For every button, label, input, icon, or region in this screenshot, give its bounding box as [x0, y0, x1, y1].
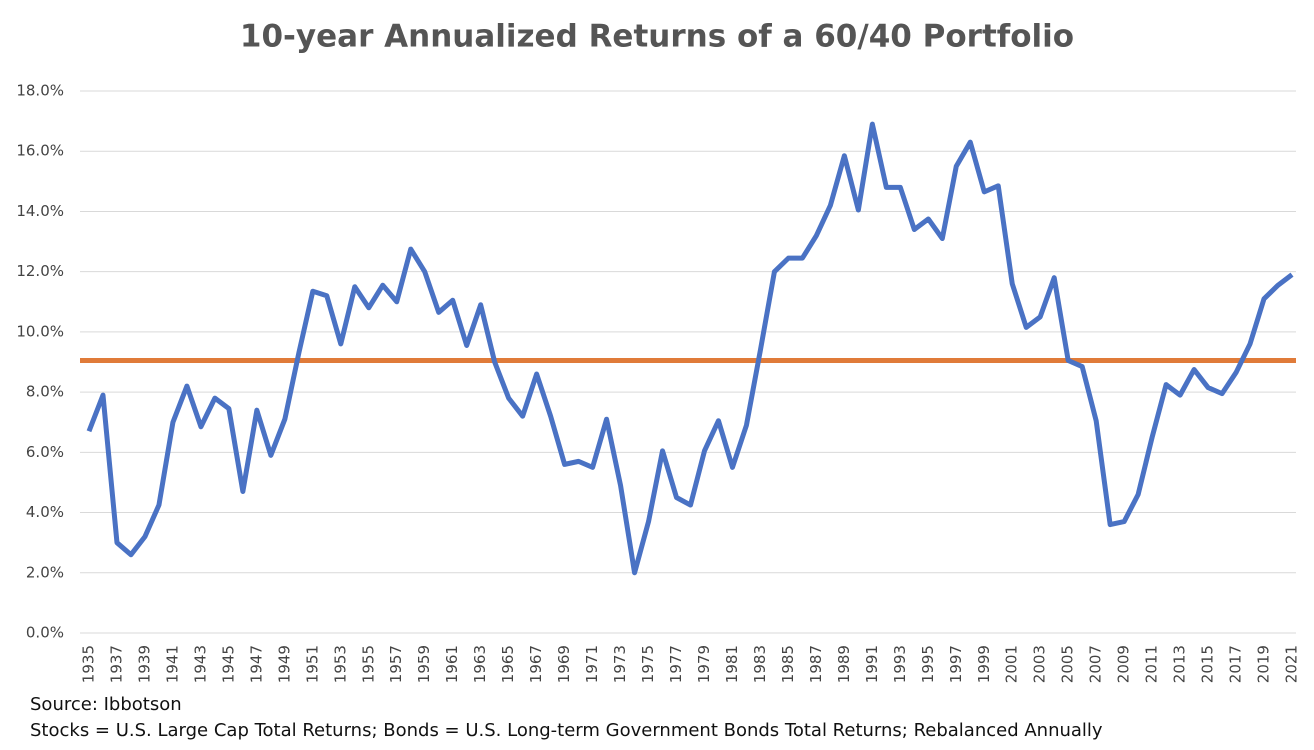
x-tick-label: 1937: [107, 645, 125, 683]
x-tick-label: 1975: [639, 645, 657, 683]
x-tick-label: 2021: [1283, 645, 1301, 683]
x-tick-label: 1951: [303, 645, 321, 683]
x-tick-label: 1955: [359, 645, 377, 683]
x-tick-label: 1961: [443, 645, 461, 683]
x-tick-label: 2003: [1031, 645, 1049, 683]
source-note: Source: Ibbotson: [30, 694, 182, 715]
x-tick-label: 1977: [667, 645, 685, 683]
method-note: Stocks = U.S. Large Cap Total Returns; B…: [30, 720, 1103, 741]
x-tick-label: 1947: [247, 645, 265, 683]
x-tick-label: 1969: [555, 645, 573, 683]
x-tick-label: 2005: [1059, 645, 1077, 683]
x-tick-label: 2013: [1171, 645, 1189, 683]
x-tick-label: 1981: [723, 645, 741, 683]
x-tick-label: 1997: [947, 645, 965, 683]
series-line: [86, 121, 1294, 576]
x-tick-label: 1993: [891, 645, 909, 683]
x-tick-label: 2007: [1087, 645, 1105, 683]
x-tick-label: 1941: [163, 645, 181, 683]
y-tick-label: 0.0%: [26, 624, 64, 642]
x-tick-label: 1989: [835, 645, 853, 683]
x-tick-label: 1985: [779, 645, 797, 683]
x-tick-label: 1973: [611, 645, 629, 683]
x-tick-label: 1943: [191, 645, 209, 683]
x-tick-label: 2019: [1255, 645, 1273, 683]
x-tick-label: 1983: [751, 645, 769, 683]
x-tick-label: 1979: [695, 645, 713, 683]
chart-title: 10-year Annualized Returns of a 60/40 Po…: [240, 19, 1074, 55]
y-tick-label: 8.0%: [26, 383, 64, 401]
x-tick-label: 1959: [415, 645, 433, 683]
y-tick-label: 14.0%: [16, 202, 64, 220]
y-tick-label: 4.0%: [26, 503, 64, 521]
x-tick-label: 1965: [499, 645, 517, 683]
x-tick-label: 2001: [1003, 645, 1021, 683]
y-tick-label: 18.0%: [16, 82, 64, 100]
x-tick-label: 2015: [1199, 645, 1217, 683]
x-tick-label: 1939: [135, 645, 153, 683]
x-tick-label: 1991: [863, 645, 881, 683]
x-tick-label: 1995: [919, 645, 937, 683]
y-tick-label: 12.0%: [16, 262, 64, 280]
x-tick-label: 1971: [583, 645, 601, 683]
x-tick-label: 1967: [527, 645, 545, 683]
x-tick-label: 1949: [275, 645, 293, 683]
y-tick-label: 16.0%: [16, 142, 64, 160]
x-tick-label: 1945: [219, 645, 237, 683]
x-tick-label: 1999: [975, 645, 993, 683]
y-tick-label: 10.0%: [16, 322, 64, 340]
x-tick-label: 1935: [80, 645, 98, 683]
x-tick-label: 2017: [1227, 645, 1245, 683]
y-tick-label: 6.0%: [26, 443, 64, 461]
x-tick-label: 1987: [807, 645, 825, 683]
x-tick-label: 2009: [1115, 645, 1133, 683]
x-tick-label: 1957: [387, 645, 405, 683]
x-tick-label: 1963: [471, 645, 489, 683]
x-tick-label: 1953: [331, 645, 349, 683]
y-tick-label: 2.0%: [26, 563, 64, 581]
x-tick-label: 2011: [1143, 645, 1161, 683]
